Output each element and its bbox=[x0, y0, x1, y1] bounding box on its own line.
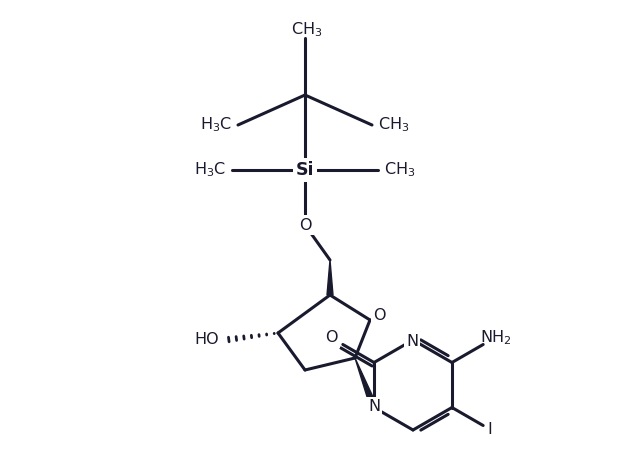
Text: H$_3$C: H$_3$C bbox=[200, 116, 232, 134]
Text: I: I bbox=[488, 422, 492, 437]
Text: HO: HO bbox=[195, 332, 219, 347]
Text: Si: Si bbox=[296, 161, 314, 179]
Text: O: O bbox=[299, 218, 311, 233]
Text: N: N bbox=[368, 399, 380, 414]
Text: CH$_3$: CH$_3$ bbox=[384, 161, 415, 180]
Text: NH$_2$: NH$_2$ bbox=[479, 328, 511, 347]
Text: H$_3$C: H$_3$C bbox=[194, 161, 226, 180]
Text: CH$_3$: CH$_3$ bbox=[291, 21, 323, 39]
Text: CH$_3$: CH$_3$ bbox=[378, 116, 410, 134]
Text: O: O bbox=[325, 330, 338, 345]
Polygon shape bbox=[355, 358, 378, 409]
Text: O: O bbox=[373, 307, 385, 322]
Text: N: N bbox=[406, 335, 418, 350]
Polygon shape bbox=[327, 260, 333, 295]
